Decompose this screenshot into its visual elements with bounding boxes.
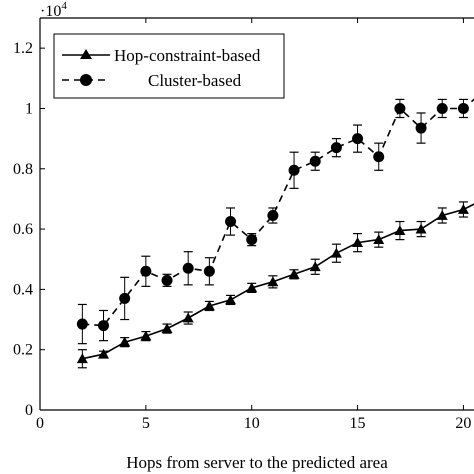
data-point-triangle xyxy=(457,203,469,214)
data-point-triangle xyxy=(309,261,321,272)
data-point-triangle xyxy=(330,247,342,258)
data-point-circle xyxy=(394,102,406,114)
tick-marks xyxy=(39,18,464,411)
data-point-circle xyxy=(415,122,427,134)
data-point-circle xyxy=(330,142,342,154)
x-tick-label: 10 xyxy=(244,415,260,432)
data-point-triangle xyxy=(415,223,427,234)
legend-entry-hop-constraint: Hop-constraint-based xyxy=(62,46,261,65)
y-tick-label: 1 xyxy=(25,100,33,117)
series-line xyxy=(82,98,474,327)
y-tick-label: 0.8 xyxy=(13,161,33,178)
legend: Hop-constraint-based Cluster-based xyxy=(53,33,285,99)
x-tick-label: 0 xyxy=(36,415,44,432)
y-tick-label: 0.6 xyxy=(13,221,33,238)
data-point-circle xyxy=(182,262,194,274)
data-point-circle xyxy=(267,210,279,222)
series-cluster-based xyxy=(76,98,474,345)
x-tick-label: 20 xyxy=(455,415,471,432)
data-point-circle xyxy=(161,274,173,286)
data-point-circle xyxy=(373,151,385,163)
data-point-circle xyxy=(288,164,300,176)
data-point-triangle xyxy=(246,282,258,293)
legend-circle-marker xyxy=(80,74,92,86)
data-point-circle xyxy=(119,292,131,304)
data-point-circle xyxy=(246,234,258,246)
data-point-triangle xyxy=(225,294,237,305)
y-multiplier-exponent: 4 xyxy=(61,0,67,12)
y-tick-label: 0.2 xyxy=(13,342,33,359)
data-point-triangle xyxy=(140,330,152,341)
data-point-circle xyxy=(457,102,469,114)
legend-triangle-marker xyxy=(80,49,92,59)
data-point-circle xyxy=(76,318,88,330)
x-tick-label: 15 xyxy=(350,415,366,432)
data-point-circle xyxy=(225,216,237,228)
data-point-triangle xyxy=(76,353,88,364)
x-axis-label: Hops from server to the predicted area xyxy=(126,453,388,472)
series-layer xyxy=(76,98,474,369)
axes xyxy=(39,17,474,411)
series-hop-constraint-based xyxy=(76,201,474,369)
legend-label-cluster: Cluster-based xyxy=(148,71,242,90)
data-point-circle xyxy=(203,265,215,277)
data-point-triangle xyxy=(267,276,279,287)
data-point-circle xyxy=(436,102,448,114)
data-point-circle xyxy=(309,155,321,167)
data-point-circle xyxy=(140,265,152,277)
y-axis-multiplier: ·104 xyxy=(40,0,67,20)
series-line xyxy=(82,203,474,360)
data-point-triangle xyxy=(394,225,406,235)
legend-label-hop-constraint: Hop-constraint-based xyxy=(114,46,261,65)
data-point-triangle xyxy=(373,234,385,245)
data-point-triangle xyxy=(352,237,364,248)
data-point-triangle xyxy=(161,323,173,333)
y-multiplier-base: ·10 xyxy=(40,3,61,20)
data-point-triangle xyxy=(288,268,300,279)
data-point-triangle xyxy=(436,210,448,220)
data-point-triangle xyxy=(203,300,215,311)
y-tick-label: 0.4 xyxy=(13,281,33,298)
data-point-triangle xyxy=(98,348,110,359)
y-tick-label: 1.2 xyxy=(13,40,33,57)
x-tick-label: 5 xyxy=(142,415,150,432)
legend-entry-cluster: Cluster-based xyxy=(62,71,242,90)
data-point-circle xyxy=(98,320,110,332)
data-point-triangle xyxy=(119,336,131,347)
plot-area xyxy=(76,98,474,369)
data-point-circle xyxy=(352,133,364,145)
data-point-triangle xyxy=(182,312,194,323)
tick-labels: 0 5 10 15 20 0 0.2 0.4 0.6 0.8 1 1.2 xyxy=(13,40,471,432)
y-tick-label: 0 xyxy=(25,402,33,419)
legend-box xyxy=(53,33,285,99)
